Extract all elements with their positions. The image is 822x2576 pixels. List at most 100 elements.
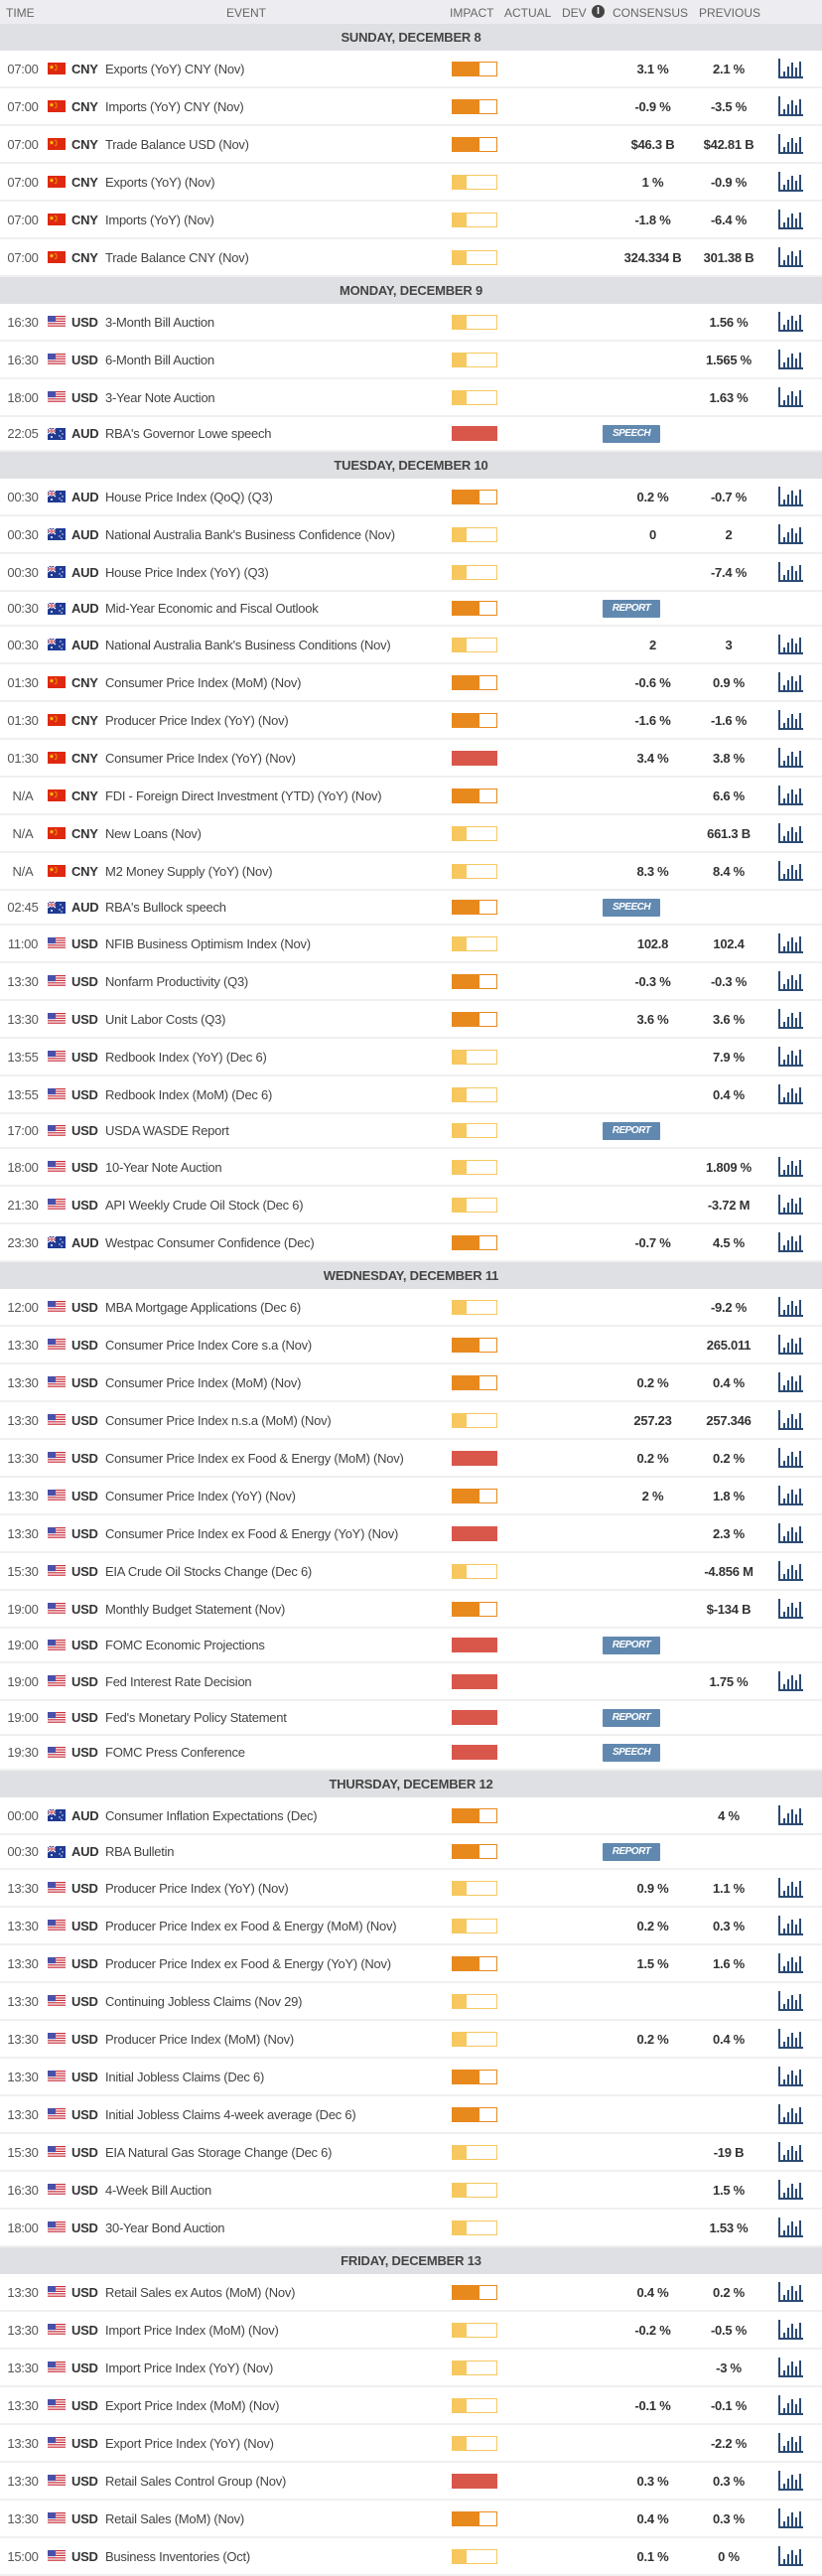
event-row[interactable]: 13:30 USD Continuing Jobless Claims (Nov…	[0, 1983, 822, 2021]
chart-icon[interactable]	[777, 1008, 805, 1030]
chart-icon[interactable]	[777, 523, 805, 545]
chart-icon[interactable]	[777, 634, 805, 655]
event-name[interactable]: EIA Crude Oil Stocks Change (Dec 6)	[105, 1563, 313, 1579]
event-row[interactable]: 13:30 USD Consumer Price Index (MoM) (No…	[0, 1364, 822, 1402]
event-row[interactable]: 00:30 AUD House Price Index (YoY) (Q3) -…	[0, 554, 822, 592]
event-name[interactable]: Fed Interest Rate Decision	[105, 1673, 252, 1689]
event-row[interactable]: 00:30 AUD RBA Bulletin REPORT	[0, 1835, 822, 1870]
event-row[interactable]: 13:30 USD Consumer Price Index ex Food &…	[0, 1440, 822, 1478]
event-name[interactable]: RBA's Governor Lowe speech	[105, 426, 272, 441]
event-row[interactable]: 13:55 USD Redbook Index (YoY) (Dec 6) 7.…	[0, 1039, 822, 1076]
event-row[interactable]: 13:30 USD Producer Price Index (MoM) (No…	[0, 2021, 822, 2059]
event-name[interactable]: Export Price Index (YoY) (Nov)	[105, 2435, 274, 2451]
event-name[interactable]: API Weekly Crude Oil Stock (Dec 6)	[105, 1197, 304, 1213]
chart-icon[interactable]	[777, 1409, 805, 1431]
event-row[interactable]: 13:30 USD Import Price Index (MoM) (Nov)…	[0, 2312, 822, 2350]
event-name[interactable]: Retail Sales Control Group (Nov)	[105, 2473, 287, 2489]
report-badge[interactable]: REPORT	[603, 1842, 660, 1861]
event-row[interactable]: N/A CNY New Loans (Nov) 661.3 B	[0, 815, 822, 853]
event-name[interactable]: New Loans (Nov)	[105, 825, 202, 841]
event-row[interactable]: 19:00 USD Fed's Monetary Policy Statemen…	[0, 1701, 822, 1736]
chart-icon[interactable]	[777, 2319, 805, 2341]
event-name[interactable]: Consumer Price Index (MoM) (Nov)	[105, 1374, 302, 1390]
event-name[interactable]: Exports (YoY) CNY (Nov)	[105, 61, 245, 76]
chart-icon[interactable]	[777, 486, 805, 507]
event-row[interactable]: 07:00 CNY Imports (YoY) (Nov) -1.8 % -6.…	[0, 202, 822, 239]
col-time[interactable]: TIME	[6, 6, 35, 20]
event-name[interactable]: Export Price Index (MoM) (Nov)	[105, 2397, 280, 2413]
chart-icon[interactable]	[777, 2066, 805, 2087]
event-name[interactable]: Nonfarm Productivity (Q3)	[105, 973, 249, 989]
event-name[interactable]: Monthly Budget Statement (Nov)	[105, 1601, 286, 1617]
event-name[interactable]: Producer Price Index (YoY) (Nov)	[105, 1880, 289, 1896]
event-name[interactable]: 3-Year Note Auction	[105, 389, 215, 405]
chart-icon[interactable]	[777, 2432, 805, 2454]
chart-icon[interactable]	[777, 2394, 805, 2416]
report-badge[interactable]: REPORT	[603, 1708, 660, 1727]
event-row[interactable]: 21:30 USD API Weekly Crude Oil Stock (De…	[0, 1187, 822, 1224]
chart-icon[interactable]	[777, 1804, 805, 1826]
chart-icon[interactable]	[777, 747, 805, 769]
event-name[interactable]: Consumer Price Index n.s.a (MoM) (Nov)	[105, 1412, 332, 1428]
chart-icon[interactable]	[777, 822, 805, 844]
event-name[interactable]: FOMC Press Conference	[105, 1745, 245, 1760]
event-name[interactable]: RBA Bulletin	[105, 1844, 175, 1859]
event-row[interactable]: 07:00 CNY Trade Balance USD (Nov) $46.3 …	[0, 126, 822, 164]
chart-icon[interactable]	[777, 1194, 805, 1216]
event-name[interactable]: Consumer Price Index (MoM) (Nov)	[105, 674, 302, 690]
event-name[interactable]: Consumer Price Index (YoY) (Nov)	[105, 750, 296, 766]
col-consensus[interactable]: CONSENSUS	[613, 6, 689, 20]
event-row[interactable]: 13:30 USD Import Price Index (YoY) (Nov)…	[0, 2350, 822, 2387]
chart-icon[interactable]	[777, 1990, 805, 2012]
chart-icon[interactable]	[777, 1485, 805, 1506]
event-row[interactable]: 00:30 AUD Mid-Year Economic and Fiscal O…	[0, 592, 822, 627]
event-row[interactable]: 15:00 USD Business Inventories (Oct) 0.1…	[0, 2538, 822, 2576]
chart-icon[interactable]	[777, 709, 805, 731]
event-row[interactable]: 00:30 AUD National Australia Bank's Busi…	[0, 627, 822, 664]
event-row[interactable]: 13:30 USD Unit Labor Costs (Q3) 3.6 % 3.…	[0, 1001, 822, 1039]
chart-icon[interactable]	[777, 1156, 805, 1178]
event-name[interactable]: 30-Year Bond Auction	[105, 2219, 225, 2235]
chart-icon[interactable]	[777, 1296, 805, 1318]
event-row[interactable]: 02:45 AUD RBA's Bullock speech SPEECH	[0, 891, 822, 926]
event-row[interactable]: 00:30 AUD House Price Index (QoQ) (Q3) 0…	[0, 479, 822, 516]
event-name[interactable]: Producer Price Index (YoY) (Nov)	[105, 712, 289, 728]
event-name[interactable]: Continuing Jobless Claims (Nov 29)	[105, 1993, 303, 2009]
event-row[interactable]: 13:30 USD Retail Sales ex Autos (MoM) (N…	[0, 2274, 822, 2312]
chart-icon[interactable]	[777, 2179, 805, 2201]
speech-badge[interactable]: SPEECH	[603, 424, 660, 443]
event-name[interactable]: Mid-Year Economic and Fiscal Outlook	[105, 601, 319, 616]
chart-icon[interactable]	[777, 970, 805, 992]
event-row[interactable]: 00:30 AUD National Australia Bank's Busi…	[0, 516, 822, 554]
event-row[interactable]: 16:30 USD 3-Month Bill Auction 1.56 %	[0, 304, 822, 342]
event-name[interactable]: National Australia Bank's Business Confi…	[105, 526, 395, 542]
event-name[interactable]: Fed's Monetary Policy Statement	[105, 1710, 287, 1725]
event-name[interactable]: House Price Index (QoQ) (Q3)	[105, 489, 273, 504]
chart-icon[interactable]	[777, 1083, 805, 1105]
event-row[interactable]: 18:00 USD 30-Year Bond Auction 1.53 %	[0, 2210, 822, 2247]
event-row[interactable]: 13:30 USD Consumer Price Index ex Food &…	[0, 1515, 822, 1553]
event-row[interactable]: 07:00 CNY Exports (YoY) CNY (Nov) 3.1 % …	[0, 51, 822, 88]
event-name[interactable]: Consumer Price Index (YoY) (Nov)	[105, 1488, 296, 1503]
event-row[interactable]: 16:30 USD 6-Month Bill Auction 1.565 %	[0, 342, 822, 379]
chart-icon[interactable]	[777, 671, 805, 693]
event-name[interactable]: USDA WASDE Report	[105, 1123, 229, 1138]
chart-icon[interactable]	[777, 1952, 805, 1974]
chart-icon[interactable]	[777, 133, 805, 155]
event-name[interactable]: Consumer Inflation Expectations (Dec)	[105, 1807, 318, 1823]
event-row[interactable]: 19:00 USD FOMC Economic Projections REPO…	[0, 1629, 822, 1663]
event-row[interactable]: 16:30 USD 4-Week Bill Auction 1.5 %	[0, 2172, 822, 2210]
event-name[interactable]: Retail Sales ex Autos (MoM) (Nov)	[105, 2284, 296, 2300]
event-row[interactable]: 13:30 USD Producer Price Index ex Food &…	[0, 1945, 822, 1983]
event-row[interactable]: 01:30 CNY Producer Price Index (YoY) (No…	[0, 702, 822, 740]
chart-icon[interactable]	[777, 2281, 805, 2303]
chart-icon[interactable]	[777, 1560, 805, 1582]
event-row[interactable]: 13:30 USD Producer Price Index ex Food &…	[0, 1908, 822, 1945]
chart-icon[interactable]	[777, 1598, 805, 1620]
info-icon[interactable]: i	[592, 5, 605, 18]
chart-icon[interactable]	[777, 932, 805, 954]
event-row[interactable]: 13:30 USD Consumer Price Index Core s.a …	[0, 1327, 822, 1364]
chart-icon[interactable]	[777, 209, 805, 230]
event-name[interactable]: FOMC Economic Projections	[105, 1638, 265, 1652]
event-row[interactable]: 19:00 USD Fed Interest Rate Decision 1.7…	[0, 1663, 822, 1701]
